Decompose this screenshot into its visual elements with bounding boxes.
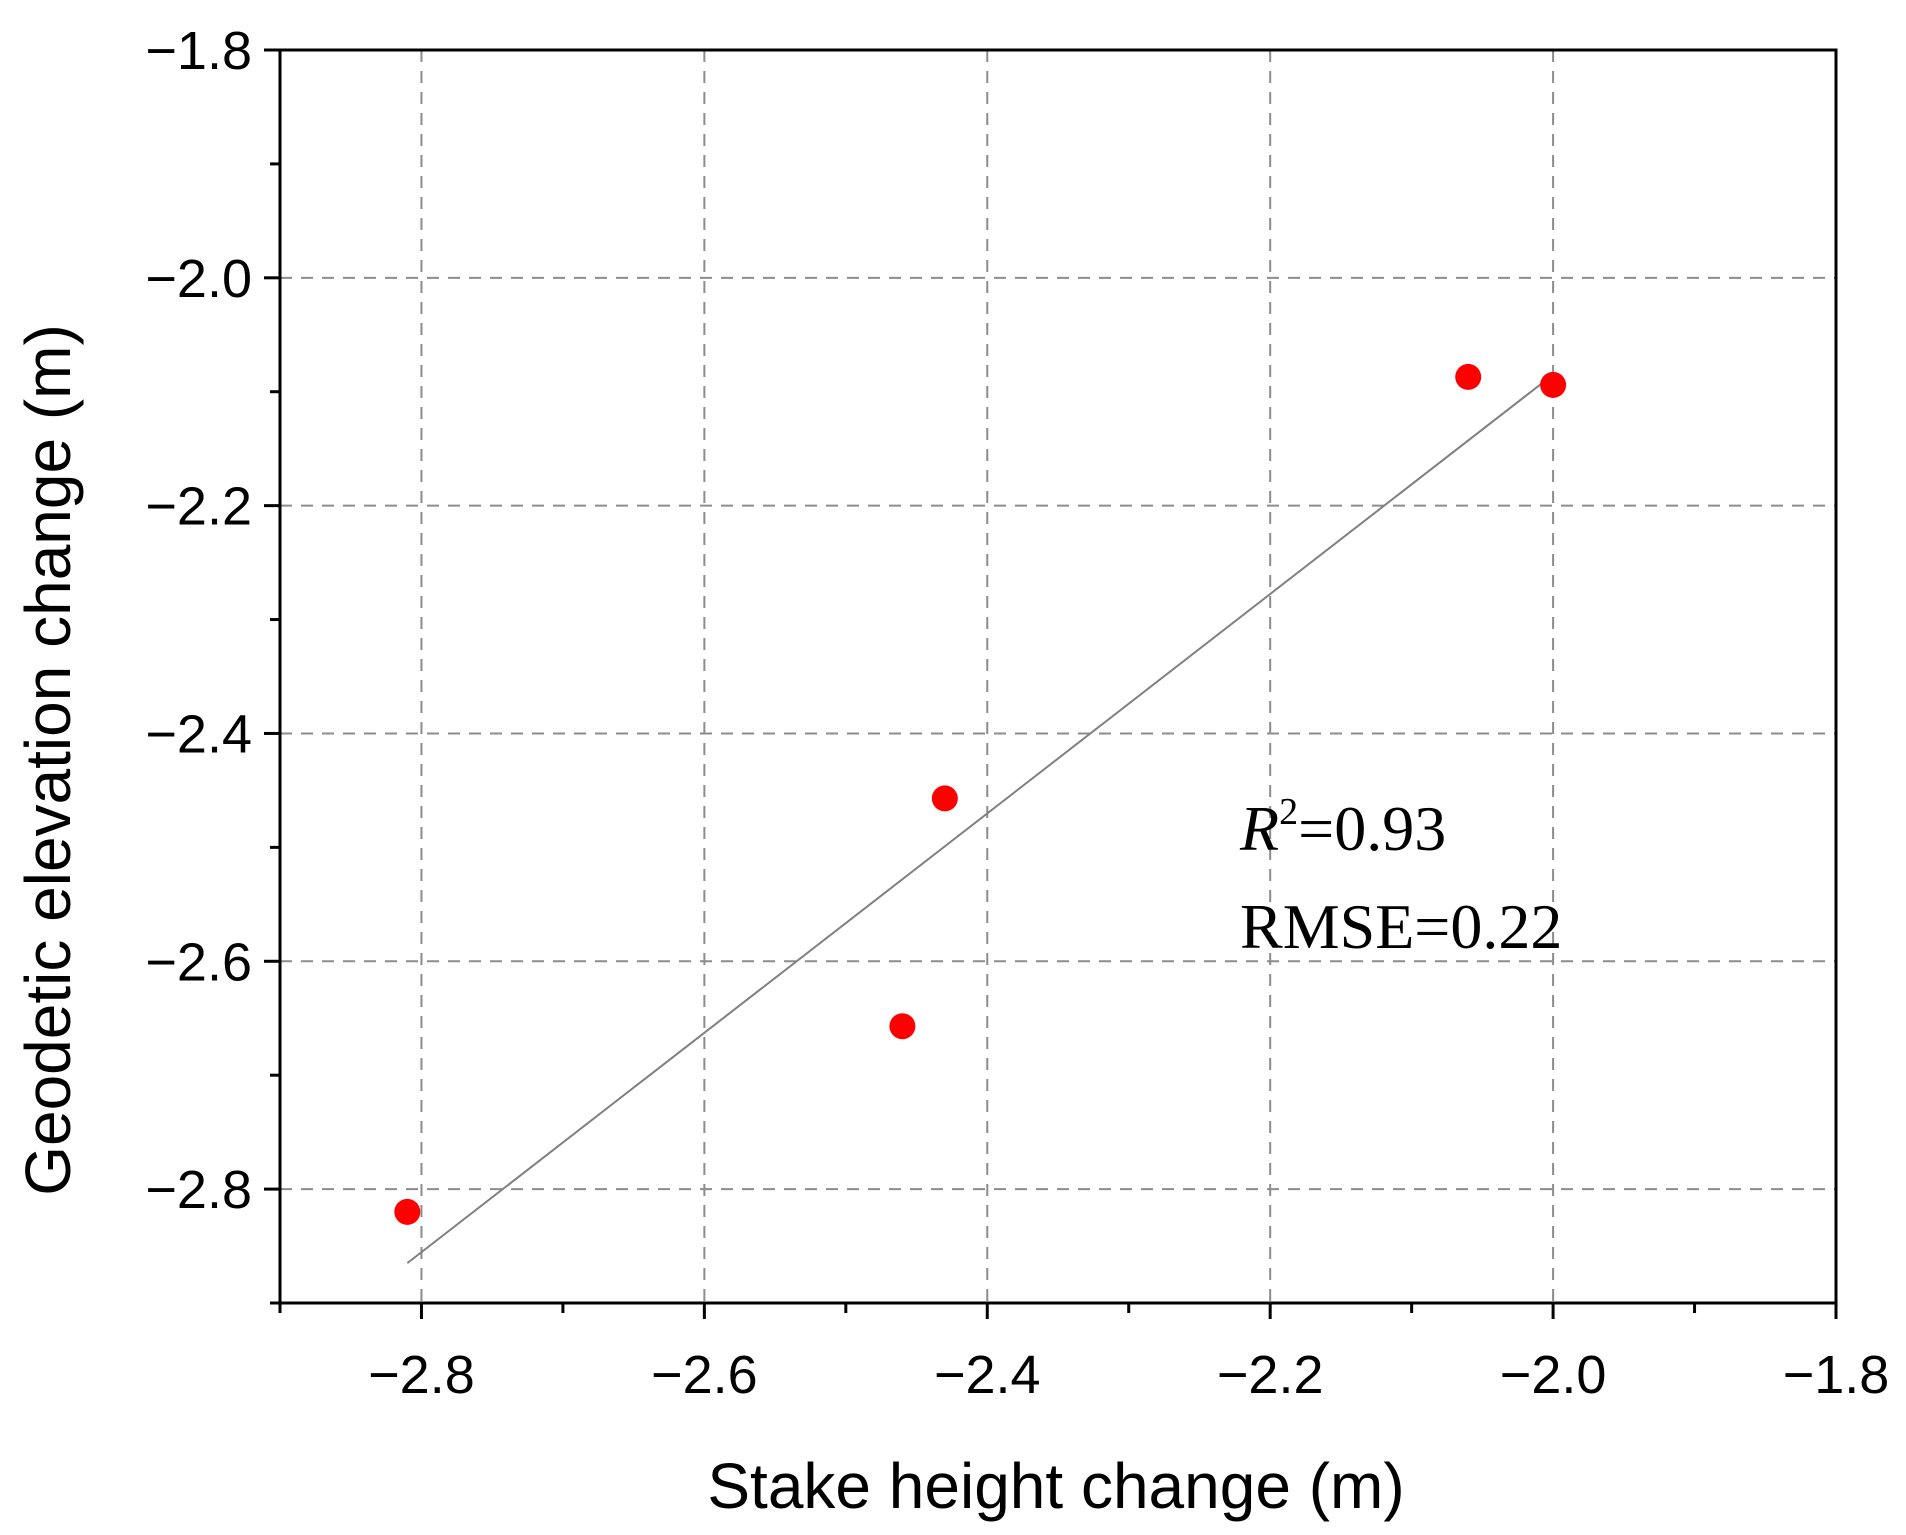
data-points	[394, 363, 1567, 1225]
y-tick-label: −2.2	[145, 477, 252, 537]
x-tick-label: −2.6	[651, 1345, 758, 1405]
data-point	[931, 785, 958, 812]
rmse-annotation: RMSE=0.22	[1240, 891, 1562, 962]
plot-frame	[278, 48, 1838, 1305]
y-tick-label: −1.8	[145, 21, 252, 81]
regression-line	[406, 373, 1554, 1264]
x-axis-title: Stake height change (m)	[707, 1450, 1404, 1522]
y-axis-tick-labels: −1.8 −2.0 −2.2 −2.4 −2.6 −2.8	[145, 21, 252, 1220]
x-axis-tick-labels: −2.8 −2.6 −2.4 −2.2 −2.0 −1.8	[368, 1345, 1889, 1405]
y-tick-label: −2.4	[145, 704, 252, 764]
y-tick-label: −2.6	[145, 932, 252, 992]
data-point	[394, 1198, 421, 1225]
x-tick-label: −2.8	[368, 1345, 475, 1405]
y-tick-label: −2.0	[145, 249, 252, 309]
r-squared-value: =0.93	[1298, 793, 1446, 864]
r-symbol: R	[1239, 793, 1279, 864]
data-point	[1540, 371, 1567, 398]
y-tick-label: −2.8	[145, 1160, 252, 1220]
x-tick-label: −2.2	[1217, 1345, 1324, 1405]
x-tick-label: −2.4	[934, 1345, 1041, 1405]
x-tick-label: −2.0	[1500, 1345, 1607, 1405]
data-point	[889, 1013, 916, 1040]
r-exponent: 2	[1279, 791, 1298, 833]
r-squared-annotation: R2=0.93	[1239, 791, 1446, 864]
axis-ticks	[264, 48, 1838, 1319]
x-tick-label: −1.8	[1783, 1345, 1890, 1405]
y-axis-title: Geodetic elevation change (m)	[12, 324, 84, 1196]
grid-lines	[280, 50, 1836, 1303]
data-point	[1455, 363, 1482, 390]
